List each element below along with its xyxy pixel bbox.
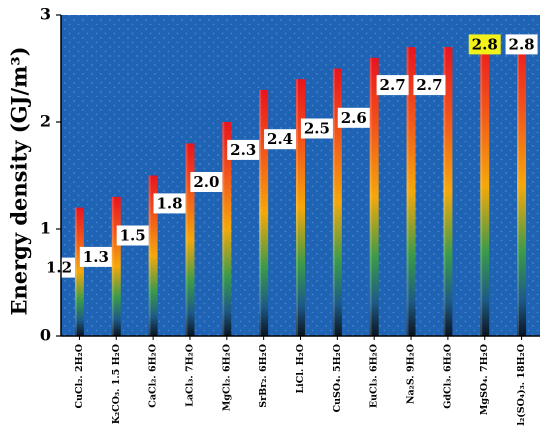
x-tick-label-4: MgCl₂. 6H₂O bbox=[221, 344, 232, 411]
bar-0 bbox=[74, 207, 84, 336]
y-axis-label: Energy density (GJ/m³) bbox=[7, 46, 32, 315]
bar-highlight-12 bbox=[517, 36, 520, 337]
data-labels-group: 1.2 1.3 1.5 1.8 2.0 2.3 2.4 2.5 2.6 2.7 2.7 2.8 2.8 bbox=[43, 34, 538, 278]
bar-highlight-5 bbox=[259, 89, 262, 337]
y-tick-label-3: 3 bbox=[40, 5, 51, 24]
y-tick-label-0: 0 bbox=[40, 326, 51, 345]
data-label-box-7 bbox=[300, 118, 333, 139]
data-label-box-8 bbox=[337, 107, 370, 128]
data-label-box-1 bbox=[79, 246, 112, 267]
data-label-9: 2.7 bbox=[380, 76, 406, 94]
x-tick-label-11: MgSO₄. 7H₂O bbox=[479, 344, 490, 415]
bar-highlight-2 bbox=[148, 175, 151, 336]
bar-8 bbox=[369, 57, 379, 337]
x-tick-label-10: GdCl₃. 6H₂O bbox=[442, 344, 453, 409]
bar-10 bbox=[443, 47, 453, 336]
bar-5 bbox=[259, 89, 269, 337]
bar-highlight-4 bbox=[222, 122, 225, 336]
data-label-box-5 bbox=[227, 139, 260, 160]
bar-7 bbox=[332, 68, 342, 336]
data-label-12: 2.8 bbox=[509, 35, 535, 53]
y-tick-label-2: 2 bbox=[40, 112, 51, 131]
x-tick-label-7: CuSO₄. 5H₂O bbox=[332, 344, 343, 412]
bar-highlight-6 bbox=[296, 79, 298, 336]
data-label-box-6 bbox=[264, 129, 297, 150]
x-tick-label-12: Al₂(SO₄)₃. 18H₂O bbox=[516, 344, 527, 426]
data-label-10: 2.7 bbox=[416, 76, 442, 94]
data-label-0: 1.2 bbox=[46, 259, 72, 277]
x-tick-label-0: CuCl₂. 2H₂O bbox=[74, 344, 85, 408]
x-tick-label-3: LaCl₃. 7H₂O bbox=[184, 344, 195, 407]
data-label-3: 1.8 bbox=[156, 194, 182, 212]
bar-11 bbox=[480, 36, 490, 337]
bar-highlight-0 bbox=[74, 207, 77, 336]
data-label-box-9 bbox=[376, 75, 409, 96]
data-label-2: 1.5 bbox=[120, 227, 146, 245]
data-label-1: 1.3 bbox=[83, 248, 109, 266]
data-label-box-10 bbox=[413, 75, 446, 96]
bar-4 bbox=[222, 122, 232, 336]
x-tick-label-9: Na₂S. 9H₂O bbox=[406, 344, 417, 404]
data-label-box-12 bbox=[505, 34, 538, 55]
bar-highlight-1 bbox=[111, 196, 114, 336]
x-tick-label-6: LiCl. H₂O bbox=[295, 344, 306, 394]
data-label-11: 2.8 bbox=[472, 35, 498, 53]
bar-highlight-9 bbox=[406, 47, 409, 336]
x-tick-label-1: K₂CO₃. 1.5 H₂O bbox=[111, 344, 122, 424]
axes-group: 0 1 2 3 CuCl₂. 2H₂O K₂CO₃. 1.5 H₂O CaCl₂. 6H₂O… bbox=[40, 5, 540, 426]
data-label-7: 2.5 bbox=[304, 120, 330, 138]
data-label-box-2 bbox=[116, 225, 149, 246]
data-label-box-0 bbox=[43, 257, 75, 278]
y-tick-label-1: 1 bbox=[40, 219, 51, 238]
bar-9 bbox=[406, 47, 416, 336]
data-label-box-11 bbox=[468, 34, 501, 55]
x-tick-label-2: CaCl₂. 6H₂O bbox=[148, 344, 159, 408]
bars-group bbox=[74, 36, 527, 337]
data-label-5: 2.3 bbox=[230, 141, 256, 159]
bar-6 bbox=[296, 79, 305, 336]
bar-3 bbox=[185, 143, 195, 336]
data-label-4: 2.0 bbox=[193, 173, 219, 191]
bar-1 bbox=[111, 196, 121, 336]
data-label-6: 2.4 bbox=[267, 130, 293, 148]
bar-highlight-11 bbox=[480, 36, 483, 337]
x-tick-label-8: EuCl₃. 6H₂O bbox=[369, 344, 380, 408]
bar-highlight-8 bbox=[369, 57, 372, 337]
bar-2 bbox=[148, 175, 158, 336]
x-tick-label-5: SrBr₂. 6H₂O bbox=[258, 344, 269, 408]
bar-highlight-3 bbox=[185, 143, 188, 336]
bar-12 bbox=[517, 36, 527, 337]
bar-highlight-7 bbox=[332, 68, 335, 336]
data-label-8: 2.6 bbox=[341, 109, 367, 127]
data-label-box-4 bbox=[190, 172, 223, 192]
data-label-box-3 bbox=[153, 193, 186, 214]
bar-highlight-10 bbox=[443, 47, 446, 336]
